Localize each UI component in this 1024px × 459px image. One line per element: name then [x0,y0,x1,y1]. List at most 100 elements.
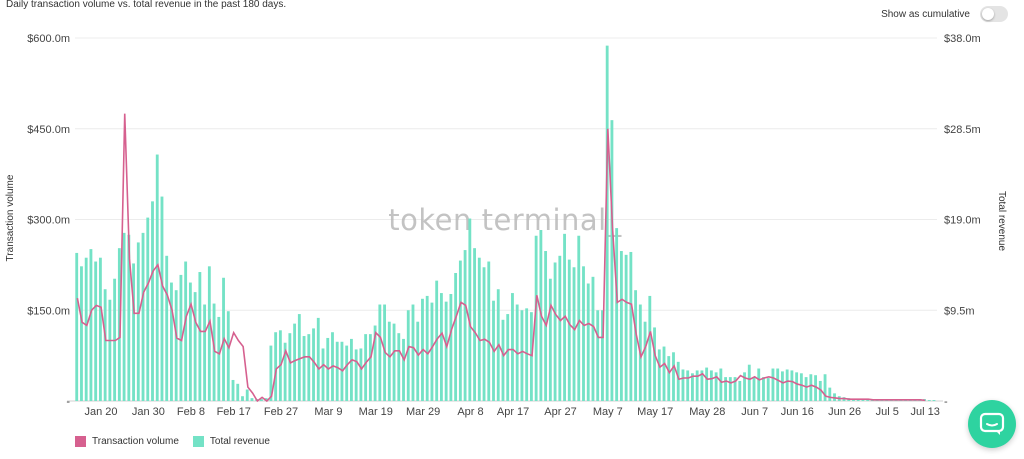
revenue-bar [80,266,83,401]
revenue-bar [151,201,154,401]
revenue-bar [544,251,548,401]
revenue-bar [766,378,770,401]
revenue-bar [605,45,609,401]
revenue-bar [397,333,401,401]
revenue-bar [643,321,647,401]
revenue-bar [127,234,131,401]
revenue-bar [648,295,652,401]
legend-label: Transaction volume [92,436,179,447]
revenue-bar [700,370,704,401]
revenue-bar [615,228,619,401]
left-tick-label: $150.0m [27,305,70,317]
revenue-bar [852,399,855,401]
revenue-bar [487,261,491,401]
right-axis-title: Total revenue [996,191,1007,251]
legend-item-total-revenue[interactable]: Total revenue [192,436,270,447]
revenue-bar [430,302,434,401]
revenue-bar [724,377,728,401]
revenue-bar [624,254,628,401]
revenue-bar [117,248,121,401]
right-tick-label: $19.0m [944,215,981,227]
revenue-bar [567,259,571,401]
transaction-volume-line [76,113,926,403]
cumulative-toggle-group: Show as cumulative [881,6,1008,22]
revenue-bar [326,337,330,401]
revenue-bar [193,292,197,401]
legend-swatch [75,436,86,447]
revenue-bar [501,319,505,401]
legend-item-transaction-volume[interactable]: Transaction volume [75,436,179,447]
revenue-bar [283,342,287,401]
revenue-bar [785,369,789,401]
chart-subtitle: Daily transaction volume vs. total reven… [6,0,287,10]
revenue-bar [335,341,339,401]
revenue-bar [203,304,207,401]
revenue-bar [771,368,775,401]
revenue-bar [733,377,737,401]
revenue-bar [582,266,585,401]
x-tick-label: Feb 27 [264,406,298,418]
x-tick-label: Apr 17 [497,406,529,418]
x-tick-label: Feb 17 [217,406,251,418]
revenue-bar [577,235,581,401]
revenue-bar [174,290,178,401]
revenue-bar [454,272,458,401]
revenue-bar [525,308,529,401]
revenue-bar [94,261,98,401]
revenue-bar [350,338,353,401]
revenue-bar [345,345,349,401]
x-tick-label: Jun 16 [781,406,814,418]
revenue-bar [108,299,112,401]
revenue-bar [709,370,713,401]
revenue-bar [676,361,680,401]
revenue-bar [520,310,524,401]
right-tick-label: $9.5m [944,305,975,317]
revenue-bar [207,266,211,401]
revenue-bar [297,314,301,401]
revenue-bar [368,334,372,401]
chart-svg: token terminal_ $150.0m $300.0m $450.0m $60… [5,33,1007,418]
revenue-bar [927,400,931,401]
x-tick-label: Jul 13 [911,406,940,418]
revenue-bar [714,372,718,401]
revenue-bar [738,380,742,401]
revenue-bar [293,323,297,401]
left-tick-label: - [66,396,70,408]
revenue-bar [340,341,344,401]
revenue-bar [274,332,278,401]
revenue-bar [558,255,562,401]
revenue-bar [662,346,666,401]
revenue-bar [425,295,429,401]
legend-label: Total revenue [209,436,270,447]
revenue-bar [809,374,813,401]
left-axis-ticks: $150.0m $300.0m $450.0m $600.0m - [27,33,70,408]
revenue-bar [312,328,315,401]
revenue-bar [146,217,150,401]
left-tick-label: $300.0m [27,215,70,227]
revenue-bar [439,293,443,401]
cumulative-toggle[interactable] [980,6,1008,22]
revenue-bar [132,263,135,401]
revenue-bar [302,336,306,401]
legend: Transaction volume Total revenue [75,436,270,447]
revenue-bar [629,251,633,401]
revenue-bar [250,398,254,401]
revenue-bar [762,377,765,401]
chat-button[interactable] [968,400,1016,448]
revenue-bar [681,369,685,401]
x-tick-label: Mar 29 [406,406,440,418]
revenue-bar [728,377,732,401]
revenue-bar [752,377,756,401]
revenue-bar [468,218,472,401]
left-axis-title: Transaction volume [5,174,16,261]
revenue-bar [288,333,292,401]
revenue-bar [511,293,514,401]
revenue-bar [406,310,410,401]
revenue-bar [610,120,614,402]
x-tick-label: Jun 26 [828,406,861,418]
x-tick-label: Apr 8 [457,406,483,418]
revenue-bar [212,303,216,401]
watermark-logo: token terminal_ [388,203,621,237]
revenue-bar [392,323,396,401]
x-tick-label: May 7 [593,406,623,418]
